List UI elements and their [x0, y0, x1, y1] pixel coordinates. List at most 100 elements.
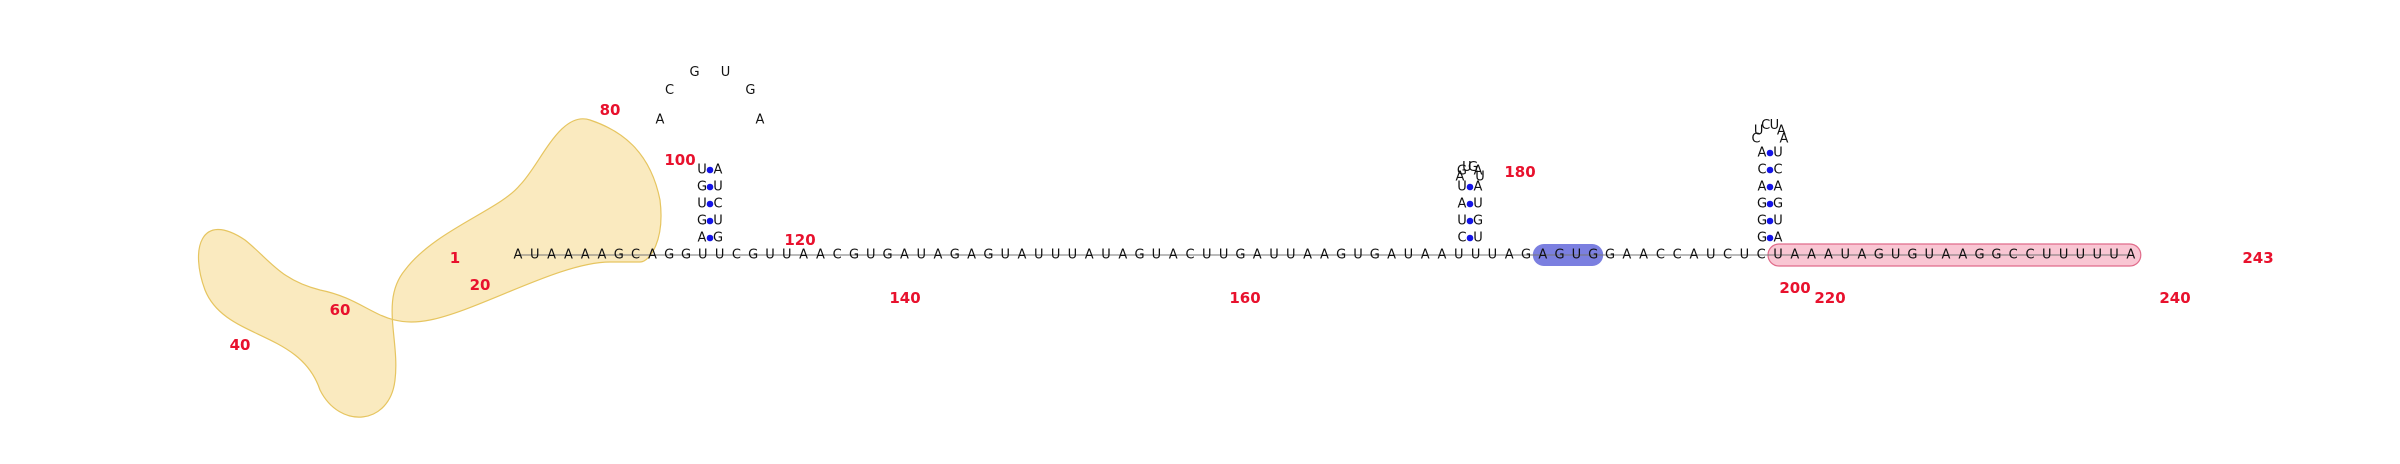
position-label: 120 — [784, 231, 815, 249]
nucleotide: G — [1757, 214, 1767, 229]
nucleotide: G — [1757, 231, 1767, 246]
nucleotide: A — [1118, 248, 1127, 263]
nucleotide: U — [765, 248, 775, 263]
nucleotide: C — [1185, 248, 1194, 263]
base-pair-dot — [1466, 183, 1474, 191]
nucleotide: C — [2025, 248, 2034, 263]
nucleotide: U — [1473, 231, 1483, 246]
nucleotide: A — [656, 113, 665, 128]
base-pair-dot — [706, 200, 714, 208]
nucleotide: A — [598, 248, 607, 263]
nucleotide: A — [967, 248, 976, 263]
base-pair-dot — [706, 217, 714, 225]
nucleotide: C — [713, 197, 722, 212]
nucleotide: U — [866, 248, 876, 263]
base-pair-dot — [1766, 200, 1774, 208]
base-pair-dot — [706, 234, 714, 242]
position-label: 200 — [1779, 279, 1810, 297]
nucleotide: G — [1135, 248, 1145, 263]
nucleotide: U — [2042, 248, 2052, 263]
base-pair-dot — [706, 166, 714, 174]
nucleotide: U — [916, 248, 926, 263]
nucleotide: A — [1438, 248, 1447, 263]
nucleotide: U — [2092, 248, 2102, 263]
base-pair-dot — [1766, 217, 1774, 225]
nucleotide: C — [1751, 132, 1760, 147]
nucleotide: A — [1018, 248, 1027, 263]
position-label: 220 — [1814, 289, 1845, 307]
nucleotide: C — [1773, 163, 1782, 178]
base-pair-dot — [1766, 166, 1774, 174]
nucleotide: A — [1169, 248, 1178, 263]
nucleotide: A — [1790, 248, 1799, 263]
nucleotide: G — [690, 65, 700, 80]
nucleotide: G — [748, 248, 758, 263]
nucleotide: G — [1468, 160, 1478, 175]
nucleotide: C — [1457, 231, 1466, 246]
nucleotide: G — [1235, 248, 1245, 263]
nucleotide: A — [1690, 248, 1699, 263]
nucleotide: A — [1774, 231, 1783, 246]
nucleotide: U — [2109, 248, 2119, 263]
nucleotide: U — [1773, 214, 1783, 229]
position-label: 40 — [230, 336, 251, 354]
nucleotide: A — [1807, 248, 1816, 263]
nucleotide: A — [1303, 248, 1312, 263]
nucleotide: C — [1656, 248, 1665, 263]
position-label: 160 — [1229, 289, 1260, 307]
nucleotide: U — [1488, 248, 1498, 263]
nucleotide: A — [1824, 248, 1833, 263]
nucleotide: U — [1840, 248, 1850, 263]
nucleotide: A — [1758, 146, 1767, 161]
nucleotide: C — [1761, 118, 1770, 133]
nucleotide: A — [1858, 248, 1867, 263]
nucleotide: A — [1085, 248, 1094, 263]
nucleotide: A — [1421, 248, 1430, 263]
nucleotide: G — [1473, 214, 1483, 229]
nucleotide: A — [1958, 248, 1967, 263]
nucleotide: U — [1353, 248, 1363, 263]
nucleotide: A — [1774, 180, 1783, 195]
nucleotide: G — [614, 248, 624, 263]
nucleotide: A — [799, 248, 808, 263]
nucleotide: C — [833, 248, 842, 263]
position-label: 20 — [470, 276, 491, 294]
nucleotide: G — [664, 248, 674, 263]
nucleotide: G — [1874, 248, 1884, 263]
nucleotide: G — [1336, 248, 1346, 263]
nucleotide: U — [1770, 118, 1780, 133]
base-pair-dot — [1766, 234, 1774, 242]
nucleotide: A — [1758, 180, 1767, 195]
nucleotide: C — [1757, 248, 1766, 263]
nucleotide: U — [2076, 248, 2086, 263]
nucleotide: U — [1404, 248, 1414, 263]
nucleotide: U — [1924, 248, 1934, 263]
nucleotide: G — [950, 248, 960, 263]
nucleotide: G — [697, 180, 707, 195]
nucleotide: U — [697, 163, 707, 178]
base-pair-dot — [706, 183, 714, 191]
nucleotide: C — [1757, 163, 1766, 178]
position-label: 243 — [2242, 249, 2273, 267]
nucleotide: A — [1505, 248, 1514, 263]
nucleotide: G — [1757, 197, 1767, 212]
nucleotide: U — [1068, 248, 1078, 263]
nucleotide: U — [721, 65, 731, 80]
nucleotide: G — [1907, 248, 1917, 263]
position-label: 100 — [664, 151, 695, 169]
nucleotide: A — [1622, 248, 1631, 263]
nucleotide: U — [1706, 248, 1716, 263]
nucleotide: C — [631, 248, 640, 263]
position-label: 140 — [889, 289, 920, 307]
nucleotide: C — [665, 83, 674, 98]
nucleotide: G — [1605, 248, 1615, 263]
base-pair-dot — [1766, 183, 1774, 191]
nucleotide: U — [1202, 248, 1212, 263]
nucleotide: C — [1723, 248, 1732, 263]
position-label: 1 — [450, 249, 460, 267]
nucleotide: U — [1454, 248, 1464, 263]
nucleotide: G — [883, 248, 893, 263]
